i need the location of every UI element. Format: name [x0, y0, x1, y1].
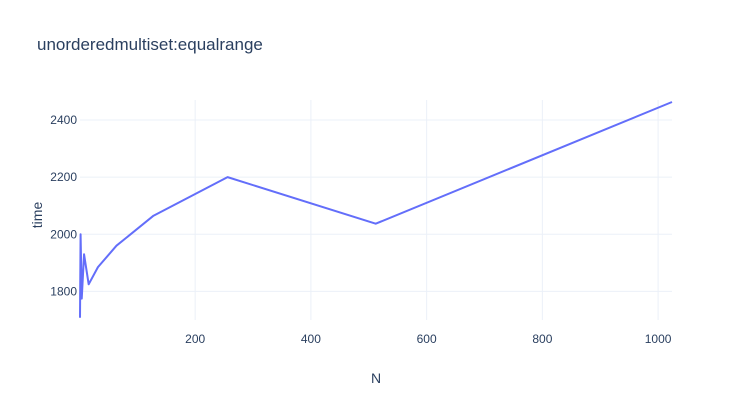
x-tick-label: 600	[417, 332, 437, 346]
x-axis-title: N	[371, 370, 381, 386]
x-tick-label: 1000	[645, 332, 672, 346]
tick-labels: 200 400 600 800 1000 1800 2000 2200 2400	[50, 113, 671, 346]
y-tick-label: 2400	[50, 113, 77, 127]
x-tick-label: 800	[532, 332, 552, 346]
y-tick-label: 1800	[50, 284, 77, 298]
x-tick-label: 400	[301, 332, 321, 346]
series-layer	[79, 101, 673, 318]
x-tick-label: 200	[185, 332, 205, 346]
series-line	[79, 101, 673, 318]
y-tick-label: 2000	[50, 227, 77, 241]
grid-lines	[80, 100, 672, 320]
y-axis-title: time	[29, 202, 45, 229]
chart-title: unorderedmultiset:equalrange	[37, 35, 263, 54]
y-tick-label: 2200	[50, 170, 77, 184]
